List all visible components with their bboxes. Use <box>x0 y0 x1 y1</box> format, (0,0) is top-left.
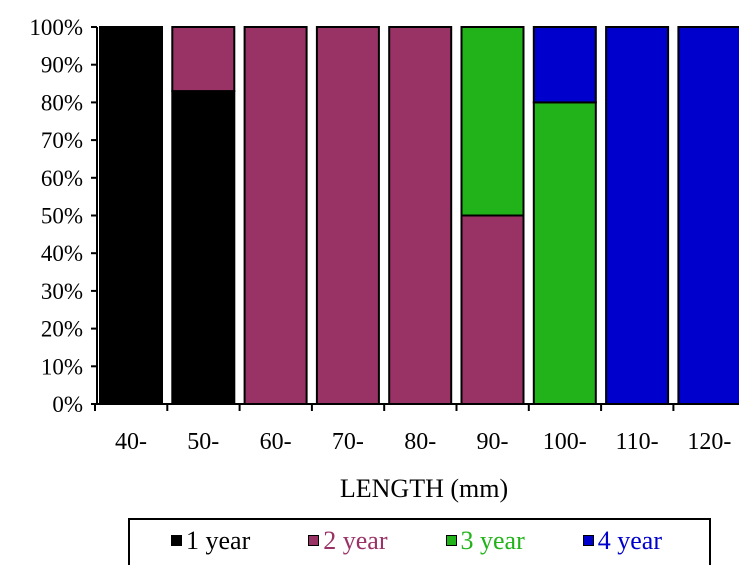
x-tick-labels: 40- 50- 60- 70- 80- 90- 100- 110- 120- <box>115 429 731 455</box>
legend-swatch <box>308 535 320 546</box>
y-tick-label: 0% <box>52 392 83 417</box>
bar-segment-100-4-year <box>532 26 597 104</box>
bar-segment-110-4-year <box>605 26 670 405</box>
legend-label: 4 year <box>597 525 662 555</box>
x-tick-label: 70- <box>332 429 364 455</box>
x-tick-label: 120- <box>687 429 731 455</box>
legend-item-2-year: 2 year <box>308 525 388 555</box>
bars-layer <box>99 26 739 406</box>
y-tick-label: 30% <box>41 279 83 304</box>
y-tick-label: 70% <box>41 128 83 153</box>
y-tick-label: 80% <box>41 90 83 115</box>
bar-segment-80-2-year <box>388 26 453 405</box>
x-tick-label: 40- <box>115 429 147 455</box>
legend-item-4-year: 4 year <box>582 525 662 555</box>
bar-segment-120-4-year <box>677 26 739 405</box>
bar-segment-100-3-year <box>532 101 597 406</box>
x-tick-label: 90- <box>477 429 509 455</box>
legend-item-3-year: 3 year <box>445 525 525 555</box>
x-tick-label: 60- <box>260 429 292 455</box>
y-tick-label: 40% <box>41 241 83 266</box>
bar-segment-60-2-year <box>243 26 308 405</box>
bar-segment-90-2-year <box>460 214 525 405</box>
axes <box>91 26 723 411</box>
legend-label: 2 year <box>323 525 388 555</box>
x-axis-title: LENGTH (mm) <box>340 474 508 503</box>
legend-label: 3 year <box>460 525 525 555</box>
legend-item-1-year: 1 year <box>171 525 251 555</box>
y-tick-label: 90% <box>41 53 83 78</box>
legend-label: 1 year <box>186 525 251 555</box>
y-tick-label: 20% <box>41 317 83 342</box>
legend-swatch <box>445 535 457 546</box>
y-tick-label: 10% <box>41 354 83 379</box>
bar-segment-90-3-year <box>460 26 525 217</box>
bar-segment-50-1-year <box>171 90 236 405</box>
bar-segment-40-1-year <box>99 26 163 405</box>
legend-swatch <box>171 535 182 546</box>
y-tick-label: 100% <box>29 15 83 40</box>
x-tick-label: 50- <box>187 429 219 455</box>
x-tick-label: 100- <box>543 429 587 455</box>
y-tick-label: 50% <box>41 204 83 229</box>
y-tick-labels: 0% 10% 20% 30% 40% 50% 60% 70% 80% 90% 100% <box>29 15 83 417</box>
legend: 1 year 2 year 3 year 4 year <box>128 518 711 565</box>
bar-segment-70-2-year <box>315 26 380 405</box>
bar-segment-50-2-year <box>171 26 236 93</box>
y-tick-label: 60% <box>41 166 83 191</box>
x-tick-label: 110- <box>616 429 659 455</box>
x-tick-label: 80- <box>404 429 436 455</box>
legend-swatch <box>582 535 594 546</box>
